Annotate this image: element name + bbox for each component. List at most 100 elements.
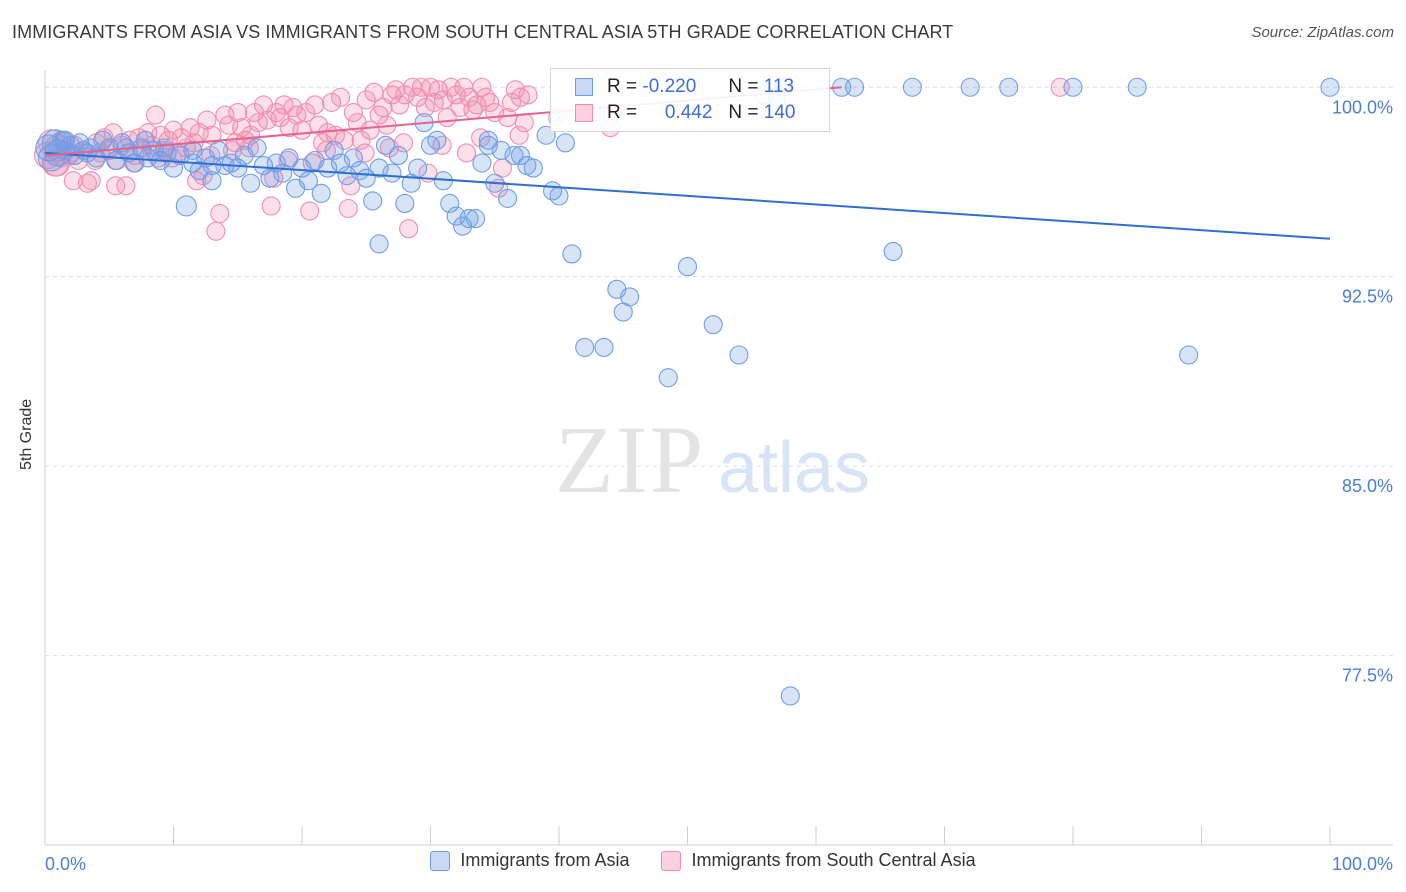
point-south-central-asia — [356, 90, 376, 110]
chart-title: IMMIGRANTS FROM ASIA VS IMMIGRANTS FROM … — [12, 22, 954, 42]
point-asia — [388, 145, 408, 166]
point-south-central-asia — [386, 80, 406, 100]
point-south-central-asia — [510, 87, 531, 107]
point-asia — [594, 337, 614, 357]
point-south-central-asia — [292, 120, 312, 140]
legend-label-asia: Immigrants from Asia — [460, 850, 630, 870]
legend-label-south-central-asia: Immigrants from South Central Asia — [691, 850, 976, 870]
point-south-central-asia — [480, 92, 500, 112]
legend-item-south-central-asia[interactable]: Immigrants from South Central Asia — [661, 850, 976, 871]
legend-n-value-south-central-asia: 140 — [763, 102, 796, 123]
point-asia — [363, 191, 383, 211]
point-asia — [510, 145, 531, 166]
point-asia — [677, 257, 698, 277]
point-asia — [183, 140, 203, 160]
point-asia — [478, 130, 498, 150]
point-south-central-asia — [501, 92, 522, 112]
point-south-central-asia — [476, 87, 496, 107]
point-asia — [465, 209, 486, 229]
legend-swatch-asia — [575, 78, 593, 96]
point-south-central-asia — [334, 130, 354, 150]
point-asia — [999, 77, 1019, 97]
point-asia — [112, 133, 132, 153]
point-asia — [202, 171, 222, 191]
point-asia — [175, 195, 197, 217]
gridlines — [45, 86, 1393, 657]
point-asia — [369, 158, 389, 178]
point-south-central-asia — [330, 87, 351, 107]
point-south-central-asia — [300, 201, 320, 221]
point-asia — [247, 138, 267, 158]
point-asia — [163, 158, 184, 178]
point-south-central-asia — [322, 92, 342, 112]
point-south-central-asia — [163, 120, 184, 140]
point-asia — [298, 171, 318, 191]
legend-swatch-asia — [430, 850, 451, 871]
series-legend: Immigrants from Asia Immigrants from Sou… — [0, 850, 1406, 871]
source-label: Source: ZipAtlas.com — [1251, 24, 1394, 41]
point-asia — [844, 77, 865, 97]
point-asia — [575, 337, 595, 357]
point-asia — [491, 140, 511, 160]
point-south-central-asia — [228, 102, 248, 123]
point-asia — [241, 173, 261, 193]
point-asia — [459, 209, 479, 229]
legend-item-asia[interactable]: Immigrants from Asia — [430, 850, 629, 871]
point-south-central-asia — [471, 128, 491, 148]
legend-r-label: R = — [607, 102, 638, 123]
legend-n-label: N = — [728, 102, 759, 123]
legend-r-label: R = — [607, 76, 638, 97]
point-south-central-asia — [420, 77, 441, 97]
point-south-central-asia — [180, 118, 200, 138]
point-south-central-asia — [432, 135, 452, 155]
point-south-central-asia — [472, 77, 492, 97]
point-south-central-asia — [81, 171, 101, 191]
legend-r-value-asia: -0.220 — [642, 76, 697, 97]
point-asia — [154, 138, 175, 158]
series-asia — [35, 77, 1340, 706]
point-asia — [93, 130, 113, 150]
point-south-central-asia — [338, 198, 358, 219]
legend-row-asia: R = -0.220 N = 113 — [575, 74, 794, 100]
legend-row-south-central-asia: R = 0.442 N = 140 — [575, 100, 795, 126]
point-asia — [279, 148, 299, 168]
x-tick-label-min: 0.0% — [45, 854, 86, 874]
point-south-central-asia — [106, 176, 126, 196]
point-asia — [440, 193, 460, 213]
point-south-central-asia — [399, 219, 419, 239]
point-south-central-asia — [509, 125, 529, 145]
point-south-central-asia — [63, 171, 83, 191]
point-asia — [472, 153, 492, 173]
point-asia — [1179, 345, 1199, 365]
watermark-zip: ZIP — [555, 406, 705, 513]
legend-r-value-south-central-asia: 0.442 — [664, 102, 713, 123]
axes — [44, 70, 1393, 846]
point-asia — [395, 193, 415, 213]
point-asia — [1063, 77, 1083, 97]
point-asia — [620, 287, 640, 307]
point-asia — [369, 234, 389, 254]
legend-n-value-asia: 113 — [763, 76, 795, 97]
legend-swatch-south-central-asia — [661, 850, 682, 871]
series-south-central-asia — [34, 77, 1070, 241]
point-asia — [343, 148, 363, 168]
legend-n-label: N = — [728, 76, 759, 97]
correlation-legend: R = -0.220 N = 113 R = 0.442 N = 140 — [550, 68, 830, 132]
point-asia — [498, 188, 518, 208]
trend-line-asia — [44, 151, 1331, 240]
legend-swatch-south-central-asia — [575, 104, 593, 122]
point-south-central-asia — [261, 196, 281, 216]
point-asia — [202, 156, 222, 176]
y-tick-label: 100.0% — [1332, 97, 1393, 117]
point-asia — [86, 148, 106, 168]
point-south-central-asia — [206, 221, 226, 241]
point-south-central-asia — [210, 203, 230, 224]
point-asia — [382, 163, 402, 183]
point-asia — [902, 77, 922, 97]
point-asia — [375, 135, 396, 155]
point-asia — [729, 345, 749, 365]
point-south-central-asia — [343, 102, 363, 123]
point-asia — [504, 145, 524, 166]
y-tick-label: 92.5% — [1342, 287, 1393, 307]
